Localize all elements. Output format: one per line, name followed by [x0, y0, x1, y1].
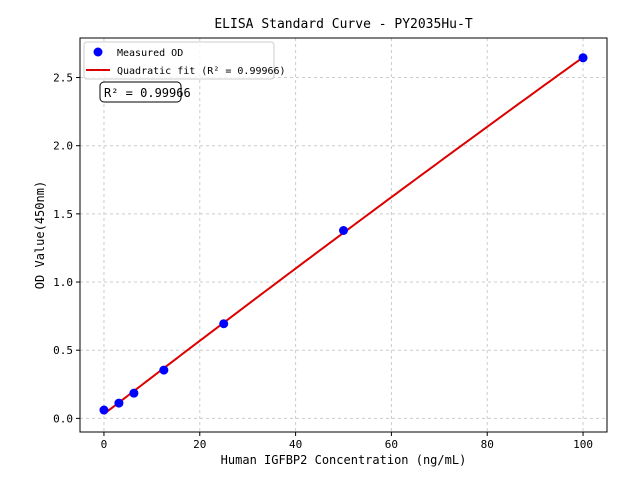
legend-marker-points [93, 47, 103, 57]
data-point [129, 388, 139, 398]
plot-frame [79, 37, 608, 433]
data-point [219, 319, 229, 329]
y-tick-label: 1.0 [53, 276, 73, 289]
data-point [578, 53, 588, 63]
x-axis-label: Human IGFBP2 Concentration (ng/mL) [221, 453, 467, 467]
y-tick-label: 0.0 [53, 412, 73, 425]
data-point [339, 226, 348, 236]
data-point [99, 405, 109, 415]
chart-title: ELISA Standard Curve - PY2035Hu-T [214, 17, 472, 32]
y-tick-label: 1.5 [53, 208, 73, 221]
y-tick-label: 0.5 [53, 344, 73, 357]
annotation-box [99, 81, 182, 103]
x-tick-label: 20 [193, 438, 206, 451]
y-axis-label: OD Value(450nm) [33, 181, 47, 289]
data-point [159, 365, 169, 375]
legend-box [83, 41, 275, 80]
y-tick-label: 2.0 [53, 140, 73, 153]
x-tick-label: 100 [573, 438, 593, 451]
legend-label-points: Measured OD [117, 48, 183, 59]
x-tick-label: 0 [101, 438, 108, 451]
y-tick-label: 2.5 [53, 72, 73, 85]
legend-label-fit: Quadratic fit (R² = 0.99966) [117, 66, 286, 77]
fit-line [103, 56, 584, 415]
x-tick-label: 80 [481, 438, 494, 451]
data-point [114, 398, 124, 408]
x-tick-label: 60 [385, 438, 398, 451]
x-tick-label: 40 [289, 438, 302, 451]
r2-annotation: R² = 0.99966 [104, 86, 191, 100]
